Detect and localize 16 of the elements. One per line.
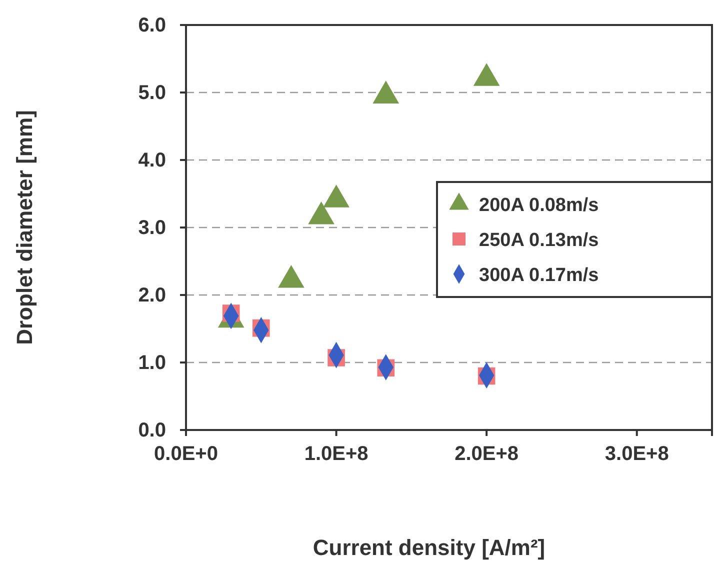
y-tick-label: 6.0 <box>138 14 166 36</box>
x-axis-title: Current density [A/m²] <box>312 535 546 560</box>
x-tick-label: 0.0E+0 <box>154 443 218 466</box>
y-tick-label: 4.0 <box>138 149 166 172</box>
x-tick-label: 2.0E+8 <box>454 443 519 466</box>
legend-label: 250A 0.13m/s <box>479 230 599 251</box>
y-tick-label: 1.0 <box>138 352 166 374</box>
x-tick-label: 3.0E+8 <box>604 443 669 466</box>
y-tick-label: 2.0 <box>138 284 166 306</box>
y-axis-title: Droplet diameter [mm] <box>12 110 37 345</box>
y-tick-label: 0.0 <box>138 419 166 442</box>
y-tick-label: 5.0 <box>138 82 166 104</box>
legend-label: 200A 0.08m/s <box>479 195 599 216</box>
legend-label: 300A 0.17m/s <box>479 265 599 286</box>
y-tick-label: 3.0 <box>138 216 166 239</box>
x-tick-label: 1.0E+8 <box>304 443 368 466</box>
